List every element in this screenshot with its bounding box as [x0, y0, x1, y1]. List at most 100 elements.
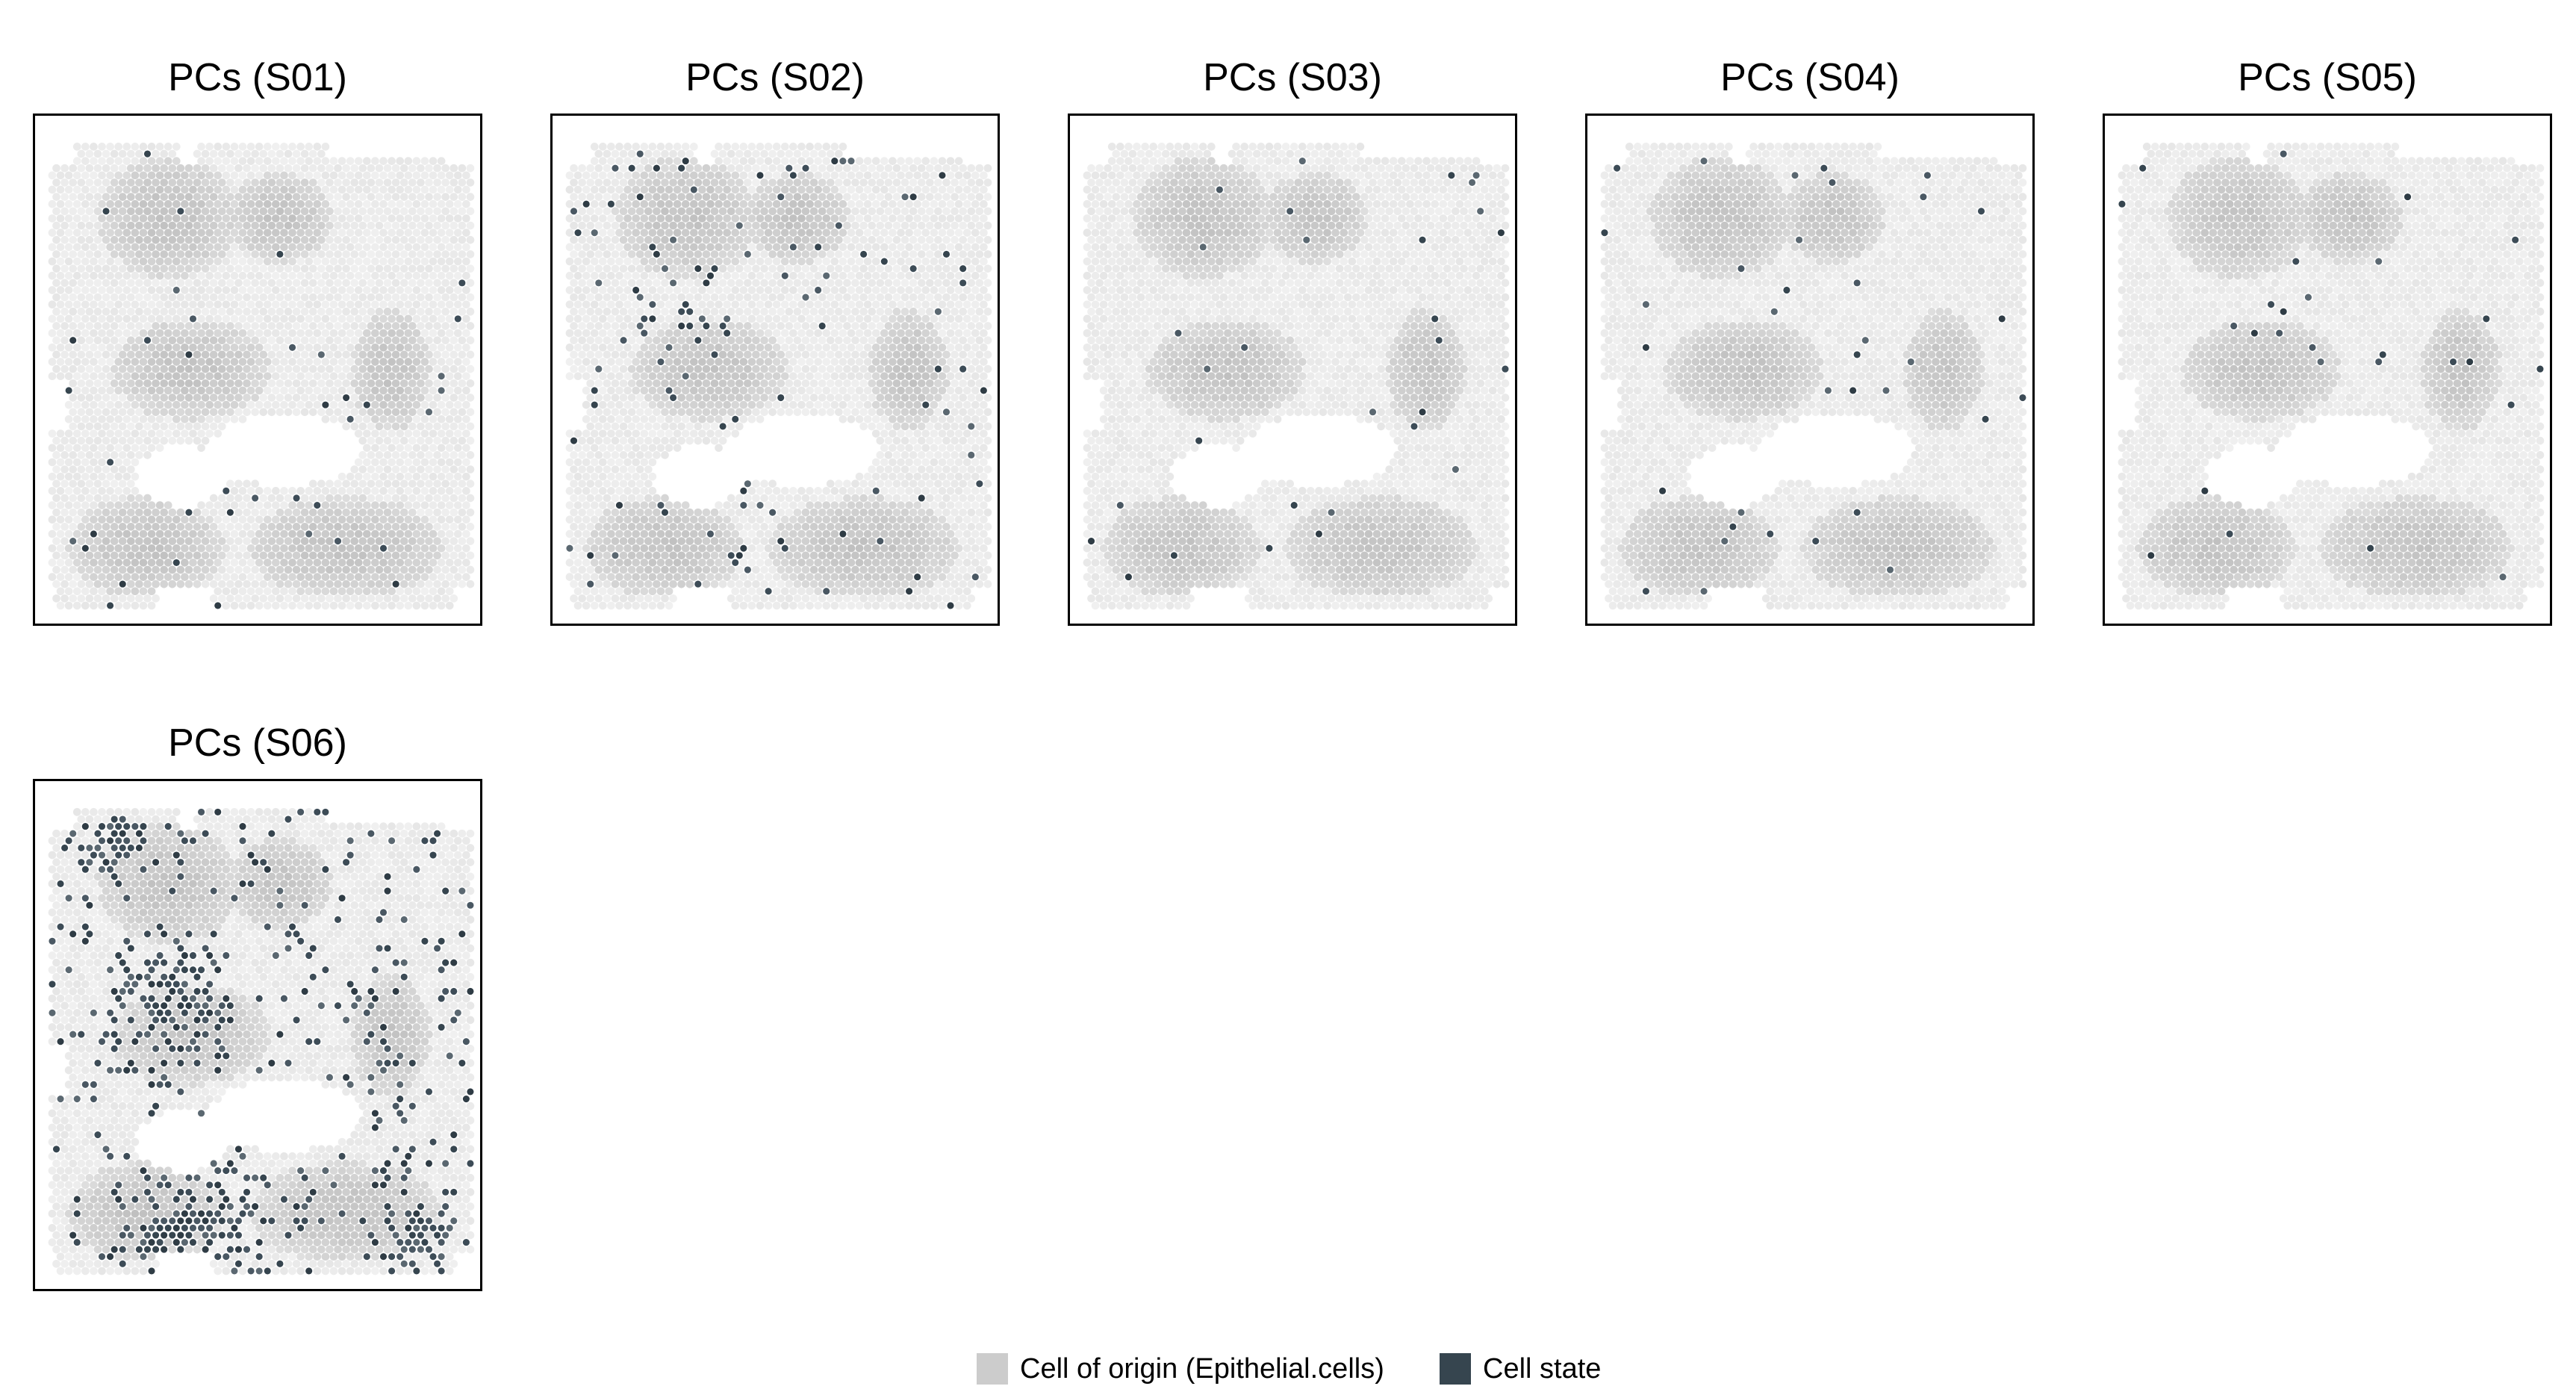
cell-origin-spot — [454, 243, 462, 252]
cell-origin-spot — [181, 300, 189, 308]
cell-origin-spot — [384, 509, 392, 517]
cell-origin-spot — [731, 329, 739, 338]
cell-origin-spot — [971, 186, 980, 194]
cell-origin-spot — [768, 250, 777, 258]
cell-origin-spot — [114, 530, 122, 538]
cell-origin-spot — [185, 178, 193, 187]
cell-origin-spot — [152, 394, 160, 402]
cell-origin-spot — [288, 300, 296, 308]
cell-origin-spot — [202, 437, 210, 445]
cell-origin-spot — [251, 394, 259, 402]
cell-origin-spot — [330, 559, 338, 567]
cell-origin-spot — [226, 164, 234, 173]
cell-origin-spot — [454, 171, 462, 179]
cell-origin-spot — [276, 566, 284, 574]
cell-origin-spot — [400, 551, 408, 559]
cell-origin-spot — [971, 229, 980, 237]
cell-origin-spot — [49, 459, 57, 467]
cell-origin-spot — [293, 178, 301, 187]
cell-origin-spot — [615, 286, 623, 294]
cell-origin-spot — [467, 207, 475, 215]
cell-origin-spot — [847, 200, 856, 208]
cell-origin-spot — [305, 515, 313, 523]
cell-origin-spot — [586, 207, 594, 215]
cell-origin-spot — [438, 200, 446, 208]
cell-origin-spot — [234, 523, 243, 531]
cell-origin-spot — [122, 473, 131, 481]
cell-origin-spot — [326, 236, 334, 244]
cell-origin-spot — [570, 293, 578, 302]
cell-origin-spot — [599, 143, 607, 151]
cell-origin-spot — [164, 415, 172, 423]
cell-origin-spot — [309, 293, 317, 302]
cell-origin-spot — [632, 272, 640, 280]
cell-origin-spot — [467, 379, 475, 388]
cell-origin-spot — [690, 157, 698, 165]
cell-origin-spot — [715, 243, 723, 252]
cell-origin-spot — [723, 358, 731, 366]
cell-origin-spot — [901, 279, 909, 288]
cell-origin-spot — [106, 530, 114, 538]
cell-origin-spot — [810, 408, 818, 416]
cell-origin-spot — [963, 300, 971, 308]
cell-origin-spot — [81, 300, 90, 308]
cell-origin-spot — [880, 243, 889, 252]
cell-origin-spot — [446, 415, 454, 423]
cell-origin-spot — [73, 143, 81, 151]
cell-origin-spot — [60, 351, 69, 359]
cell-origin-spot — [677, 437, 685, 445]
cell-origin-spot — [376, 193, 384, 201]
cell-origin-spot — [350, 293, 358, 302]
cell-origin-spot — [810, 164, 818, 173]
cell-origin-spot — [417, 222, 425, 230]
cell-origin-spot — [396, 515, 404, 523]
cell-origin-spot — [467, 293, 475, 302]
cell-origin-spot — [65, 429, 73, 438]
cell-origin-spot — [280, 587, 288, 595]
cell-origin-spot — [408, 580, 417, 588]
cell-origin-spot — [181, 186, 189, 194]
cell-origin-spot — [202, 293, 210, 302]
cell-origin-spot — [379, 344, 388, 352]
cell-origin-spot — [851, 308, 859, 316]
cell-origin-spot — [288, 573, 296, 581]
cell-origin-spot — [156, 372, 164, 380]
cell-origin-spot — [102, 465, 111, 473]
cell-origin-spot — [376, 336, 384, 344]
cell-origin-spot — [73, 587, 81, 595]
cell-origin-spot — [152, 308, 160, 316]
cell-origin-spot — [847, 243, 856, 252]
cell-origin-spot — [441, 580, 449, 588]
cell-origin-spot — [449, 351, 458, 359]
cell-origin-spot — [723, 344, 731, 352]
cell-origin-spot — [222, 329, 230, 338]
cell-origin-spot — [789, 372, 797, 380]
cell-origin-spot — [467, 336, 475, 344]
cell-origin-spot — [205, 286, 214, 294]
cell-origin-spot — [181, 559, 189, 567]
cell-origin-spot — [421, 157, 429, 165]
cell-origin-spot — [441, 308, 449, 316]
cell-origin-spot — [148, 300, 156, 308]
cell-origin-spot — [731, 171, 739, 179]
cell-origin-spot — [768, 207, 777, 215]
cell-origin-spot — [181, 272, 189, 280]
cell-origin-spot — [81, 459, 90, 467]
cell-origin-spot — [181, 415, 189, 423]
cell-origin-spot — [963, 186, 971, 194]
cell-origin-spot — [81, 530, 90, 538]
cell-origin-spot — [301, 509, 309, 517]
cell-origin-spot — [756, 214, 765, 223]
cell-origin-spot — [794, 351, 802, 359]
cell-origin-spot — [288, 186, 296, 194]
cell-origin-spot — [322, 544, 330, 553]
cell-origin-spot — [94, 164, 102, 173]
cell-origin-spot — [355, 200, 363, 208]
cell-origin-spot — [60, 178, 69, 187]
cell-origin-spot — [185, 193, 193, 201]
cell-origin-spot — [690, 429, 698, 438]
cell-origin-spot — [438, 473, 446, 481]
cell-origin-spot — [897, 157, 905, 165]
cell-origin-spot — [752, 279, 760, 288]
cell-origin-spot — [49, 214, 57, 223]
